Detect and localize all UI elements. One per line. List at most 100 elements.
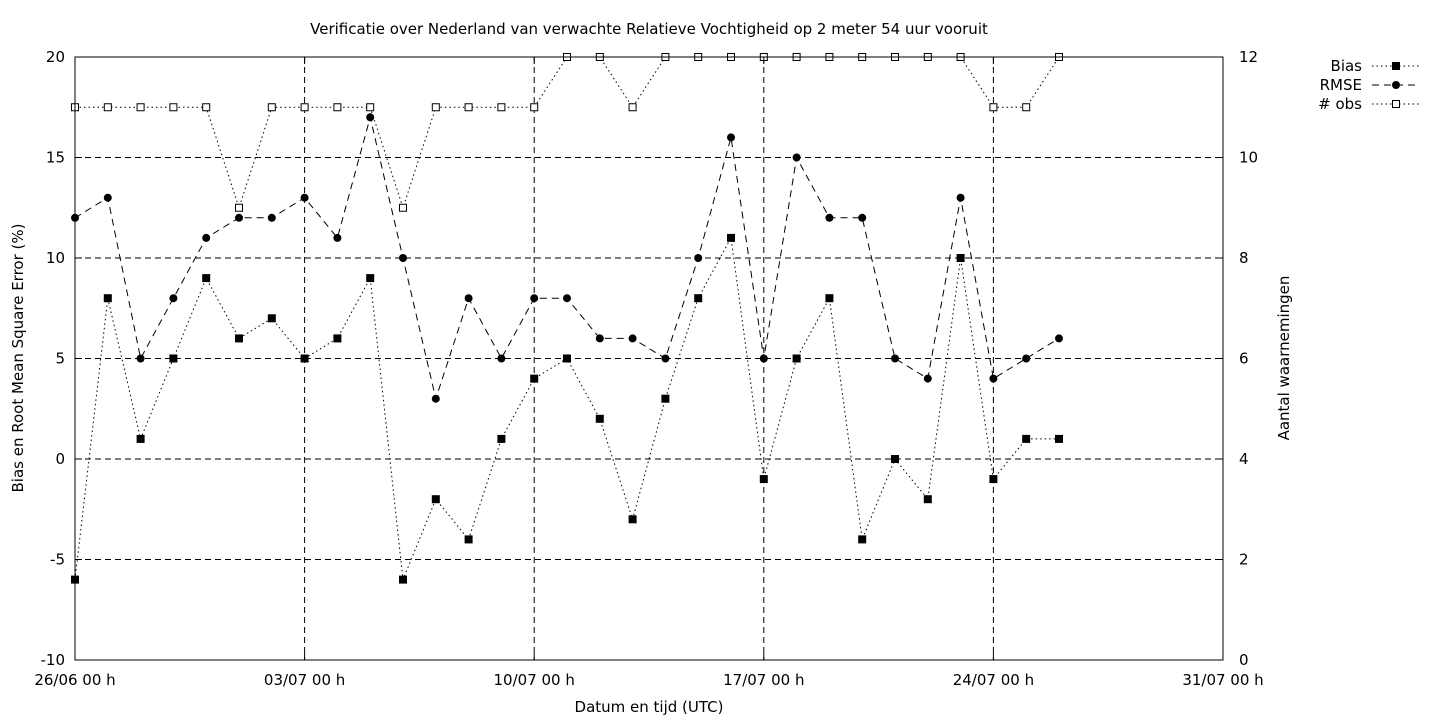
rmse-point bbox=[530, 294, 539, 303]
rmse-point bbox=[333, 233, 342, 242]
y2-tick-label: 10 bbox=[1239, 149, 1258, 167]
x-tick-label: 03/07 00 h bbox=[264, 671, 345, 689]
bias-point bbox=[300, 354, 309, 363]
y-tick-label: -10 bbox=[41, 651, 66, 669]
bias-point bbox=[136, 434, 145, 443]
obs-point bbox=[464, 103, 473, 112]
rmse-point bbox=[1022, 354, 1031, 363]
bias-point bbox=[169, 354, 178, 363]
bias-point bbox=[727, 233, 735, 242]
rmse-point bbox=[858, 213, 867, 222]
y-tick-label: 20 bbox=[46, 48, 65, 66]
legend-item-rmse: RMSE bbox=[1320, 76, 1420, 94]
rmse-point bbox=[727, 133, 735, 142]
legend-label: # obs bbox=[1318, 95, 1362, 113]
y-axis-label: Bias en Root Mean Square Error (%) bbox=[9, 224, 27, 493]
series-group bbox=[71, 53, 1063, 584]
bias-point bbox=[694, 294, 703, 303]
legend-label: Bias bbox=[1331, 57, 1363, 75]
bias-point bbox=[333, 334, 342, 343]
bias-point bbox=[595, 414, 604, 423]
series-bias bbox=[71, 233, 1063, 584]
obs-point bbox=[136, 103, 145, 112]
bias-point bbox=[267, 314, 276, 323]
obs-point bbox=[1022, 103, 1031, 112]
grid-lines bbox=[75, 57, 1223, 660]
obs-point bbox=[431, 103, 440, 112]
bias-point bbox=[1055, 434, 1063, 443]
obs-point bbox=[497, 103, 506, 112]
bias-point bbox=[497, 434, 506, 443]
rmse-point bbox=[267, 213, 276, 222]
rmse-point bbox=[103, 193, 112, 202]
x-tick-label: 31/07 00 h bbox=[1182, 671, 1263, 689]
bias-point bbox=[825, 294, 834, 303]
bias-point bbox=[956, 254, 965, 262]
rmse-point bbox=[595, 334, 604, 343]
rmse-point bbox=[464, 294, 473, 303]
bias-point bbox=[989, 475, 998, 484]
y2-tick-label: 6 bbox=[1239, 350, 1249, 368]
obs-point bbox=[628, 103, 637, 112]
legend-item-bias: Bias bbox=[1331, 57, 1420, 75]
bias-point bbox=[464, 535, 473, 544]
bias-point bbox=[563, 354, 571, 363]
bias-point bbox=[661, 394, 670, 403]
x-tick-label: 24/07 00 h bbox=[953, 671, 1034, 689]
axes: -10 -5 0 5 10 15 20 0 2 4 6 8 10 12 26/06 00 h 03/07 00… bbox=[34, 48, 1263, 689]
rmse-point bbox=[989, 374, 998, 383]
rmse-point bbox=[661, 354, 670, 363]
y2-tick-label: 8 bbox=[1239, 249, 1249, 267]
y-tick-label: 0 bbox=[55, 450, 65, 468]
bias-point bbox=[858, 535, 867, 544]
bias-point bbox=[923, 495, 932, 504]
bias-point bbox=[103, 294, 112, 303]
obs-point bbox=[989, 103, 998, 112]
rmse-point bbox=[923, 374, 932, 383]
bias-point bbox=[235, 334, 243, 343]
y-tick-label: -5 bbox=[50, 551, 65, 569]
y2-tick-label: 4 bbox=[1239, 450, 1249, 468]
rmse-point bbox=[628, 334, 637, 343]
x-tick-label: 26/06 00 h bbox=[34, 671, 115, 689]
rmse-point bbox=[366, 113, 375, 122]
y-tick-label: 10 bbox=[46, 249, 65, 267]
y2-tick-label: 12 bbox=[1239, 48, 1258, 66]
legend-item-obs: # obs bbox=[1318, 95, 1420, 113]
rmse-point bbox=[792, 153, 801, 162]
rmse-point bbox=[825, 213, 834, 222]
bias-point bbox=[202, 274, 211, 283]
rmse-point bbox=[563, 294, 571, 303]
rmse-point bbox=[136, 354, 145, 363]
bias-point bbox=[399, 575, 407, 584]
rmse-point bbox=[891, 354, 899, 363]
rmse-point bbox=[399, 254, 407, 262]
rmse-point bbox=[300, 193, 309, 202]
bias-point bbox=[628, 515, 637, 524]
series-rmse bbox=[71, 113, 1063, 403]
bias-point bbox=[431, 495, 440, 504]
chart-title: Verificatie over Nederland van verwachte… bbox=[310, 20, 988, 38]
y2-axis-label: Aantal waarnemingen bbox=[1275, 276, 1293, 441]
rmse-point bbox=[759, 354, 768, 363]
obs-point bbox=[103, 103, 112, 112]
x-tick-label: 10/07 00 h bbox=[494, 671, 575, 689]
x-axis-label: Datum en tijd (UTC) bbox=[575, 698, 724, 716]
bias-point bbox=[1392, 62, 1400, 70]
obs-point bbox=[300, 103, 309, 112]
obs-point bbox=[202, 103, 211, 112]
series-obs bbox=[71, 53, 1063, 212]
rmse-point bbox=[1392, 81, 1400, 89]
rmse-point bbox=[1055, 334, 1063, 343]
obs-point bbox=[530, 103, 539, 112]
obs-point bbox=[366, 103, 375, 112]
bias-point bbox=[891, 455, 899, 463]
obs-point bbox=[169, 103, 178, 112]
y-tick-label: 15 bbox=[46, 149, 65, 167]
bias-point bbox=[759, 475, 768, 484]
y2-tick-label: 0 bbox=[1239, 651, 1249, 669]
rmse-point bbox=[956, 193, 965, 202]
y2-tick-label: 2 bbox=[1239, 551, 1249, 569]
